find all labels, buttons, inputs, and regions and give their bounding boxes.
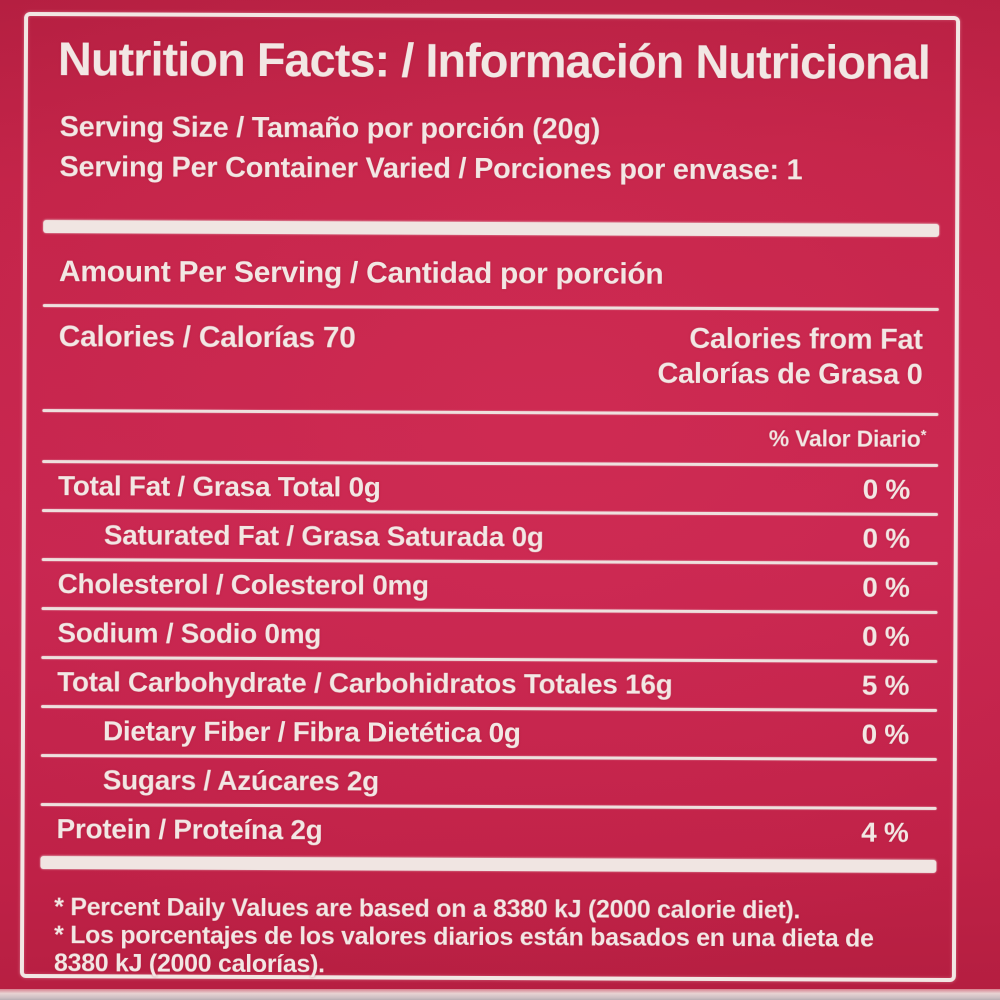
daily-value-header-text: % Valor Diario: [768, 425, 921, 452]
package-bottom-edge: [0, 989, 1000, 1000]
calories-from-fat-block: Calories from Fat Calorías de Grasa 0: [657, 322, 922, 393]
footnote-asterisk: *: [920, 426, 927, 444]
nutrient-label: Sugars / Azúcares 2g: [102, 764, 380, 797]
nutrient-daily-value: 0 %: [862, 522, 910, 554]
nutrient-row: Sugars / Azúcares 2g: [41, 757, 937, 807]
calories-from-fat-es: Calorías de Grasa 0: [657, 357, 923, 391]
footnote-english: * Percent Daily Values are based on a 83…: [54, 893, 801, 925]
thick-divider-bar-top: [43, 220, 940, 237]
nutrient-row: Dietary Fiber / Fibra Dietética 0g 0 %: [41, 708, 937, 758]
footnote-spanish: * Los porcentajes de los valores diarios…: [53, 921, 874, 979]
nutrient-label: Cholesterol / Colesterol 0mg: [57, 568, 429, 601]
nutrient-daily-value: 4 %: [861, 816, 909, 848]
thick-divider-bar-bottom: [40, 856, 937, 873]
nutrient-daily-value: 0 %: [861, 718, 910, 750]
calories-value: Calories / Calorías 70: [58, 320, 356, 355]
serving-size-line: Serving Size / Tamaño por porción (20g): [59, 111, 601, 146]
label-title: Nutrition Facts: / Información Nutricion…: [57, 32, 930, 89]
nutrient-daily-value: 5 %: [861, 669, 910, 701]
nutrition-facts-label: Nutrition Facts: / Información Nutricion…: [19, 11, 961, 983]
nutrient-daily-value: 0 %: [862, 571, 910, 603]
nutrient-row: Cholesterol / Colesterol 0mg 0 %: [42, 561, 938, 611]
nutrient-row: Total Fat / Grasa Total 0g 0 %: [42, 463, 938, 513]
nutrient-label: Total Fat / Grasa Total 0g: [57, 470, 381, 503]
servings-per-container-line: Serving Per Container Varied / Porciones…: [59, 151, 803, 187]
nutrient-label: Protein / Proteína 2g: [56, 813, 323, 846]
calories-row: Calories / Calorías 70 Calories from Fat…: [42, 307, 938, 403]
footnotes: * Percent Daily Values are based on a 83…: [40, 893, 936, 981]
nutrient-row: Protein / Proteína 2g 4 %: [40, 806, 936, 856]
nutrient-label: Sodium / Sodio 0mg: [57, 617, 322, 650]
daily-value-header: % Valor Diario*: [42, 412, 938, 458]
calories-from-fat-en: Calories from Fat: [689, 322, 923, 356]
nutrient-label: Dietary Fiber / Fibra Dietética 0g: [102, 715, 521, 749]
nutrient-daily-value: 0 %: [862, 473, 911, 505]
amount-per-serving-heading: Amount Per Serving / Cantidad por porció…: [58, 255, 664, 291]
nutrient-row: Sodium / Sodio 0mg 0 %: [41, 610, 937, 660]
nutrient-label: Saturated Fat / Grasa Saturada 0g: [103, 519, 544, 553]
nutrient-rows: Total Fat / Grasa Total 0g 0 % Saturated F…: [40, 463, 938, 856]
nutrient-label: Total Carbohydrate / Carbohidratos Total…: [57, 666, 673, 700]
nutrient-row: Saturated Fat / Grasa Saturada 0g 0 %: [42, 512, 938, 562]
nutrient-row: Total Carbohydrate / Carbohidratos Total…: [41, 659, 937, 709]
nutrient-daily-value: 0 %: [861, 620, 910, 652]
